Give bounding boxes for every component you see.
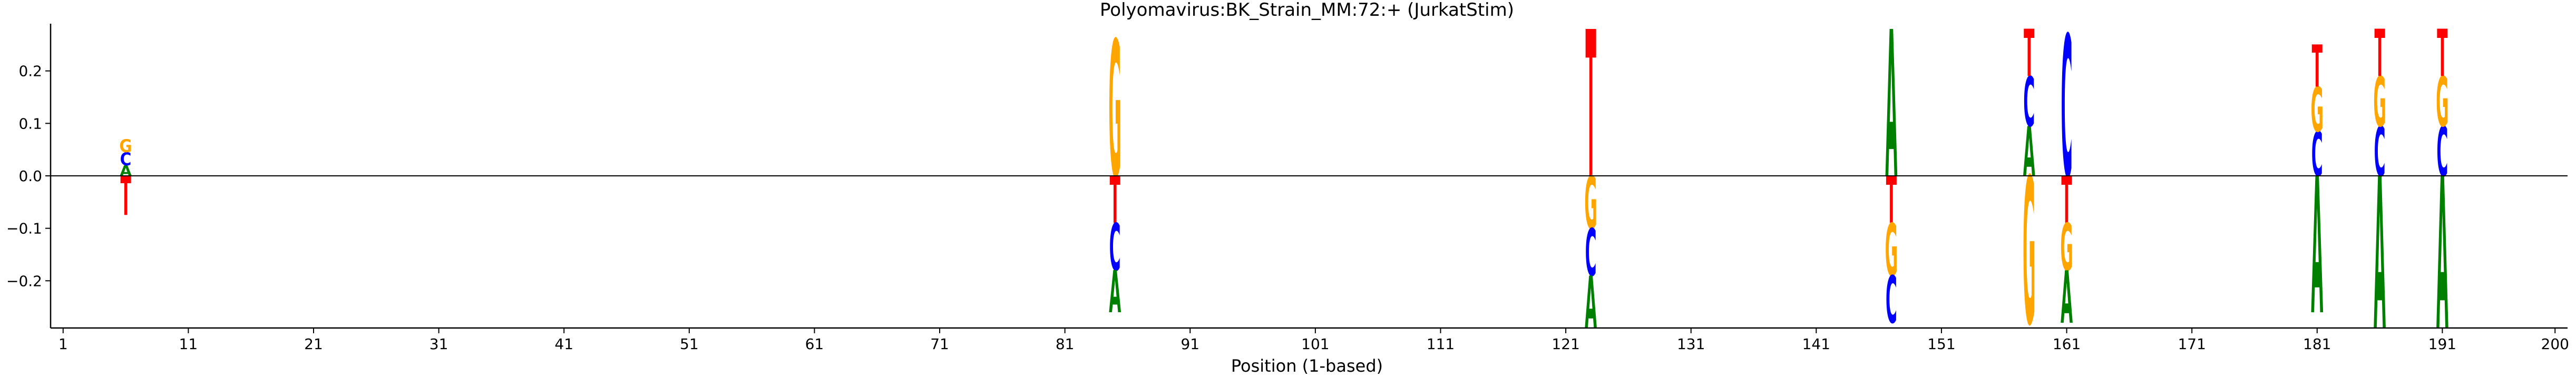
x-tick-label: 31: [430, 335, 448, 353]
x-tick-label: 131: [1677, 335, 1705, 353]
logo-letter-c: C: [1886, 263, 1897, 339]
logo-letter-t: T: [1886, 164, 1897, 239]
logo-letter-g: G: [2436, 64, 2448, 143]
x-tick-label: 81: [1056, 335, 1075, 353]
y-tick-label: −0.2: [6, 272, 42, 290]
logo-letter-g: G: [2023, 136, 2035, 371]
x-tick-label: 11: [179, 335, 198, 353]
x-tick-label: 121: [1552, 335, 1579, 353]
logo-letter-a: A: [2436, 135, 2448, 377]
x-tick-label: 41: [554, 335, 573, 353]
logo-letter-c: C: [2436, 113, 2448, 192]
x-tick-label: 111: [1427, 335, 1455, 353]
logo-letter-a: A: [1585, 262, 1597, 345]
x-tick-label: 101: [1301, 335, 1329, 353]
x-axis-label: Position (1-based): [1231, 356, 1383, 376]
x-tick-label: 61: [805, 335, 824, 353]
x-tick-label: 191: [2428, 335, 2456, 353]
logo-letter-g: G: [2373, 64, 2386, 143]
logo-letter-g: G: [1109, 3, 1121, 221]
y-tick-label: −0.1: [6, 220, 42, 237]
logo-letter-t: T: [1585, 0, 1596, 224]
x-tick-label: 171: [2178, 335, 2206, 353]
y-tick-label: 0.2: [18, 63, 42, 80]
chart-title: Polyomavirus:BK_Strain_MM:72:+ (JurkatSt…: [1100, 0, 1514, 21]
logo-letter-c: C: [2061, 0, 2073, 222]
y-tick-label: 0.1: [18, 115, 42, 132]
logo-letter-c: C: [1109, 211, 1121, 286]
logo-letter-g: G: [1885, 210, 1898, 293]
logo-letter-c: C: [2023, 64, 2035, 143]
logo-letter-t: T: [2374, 17, 2385, 92]
logo-letter-g: G: [2060, 211, 2073, 286]
logo-letter-a: A: [2061, 256, 2073, 340]
x-tick-label: 151: [1927, 335, 1955, 353]
y-ticks: −0.2 −0.1 0.0 0.1 0.2: [6, 63, 51, 290]
logo-letter-t: T: [2312, 34, 2323, 101]
logo-letter-g: G: [2311, 74, 2324, 146]
logo-letter-a: A: [2023, 113, 2035, 192]
logo-letter-a: A: [1109, 259, 1121, 326]
x-tick-label: 181: [2303, 335, 2331, 353]
logo-letter-c: C: [2374, 113, 2386, 192]
x-tick-label: 21: [304, 335, 323, 353]
logo-letter-c: C: [2311, 119, 2323, 191]
logo-letter-c: C: [120, 148, 132, 170]
logo-letter-g: G: [119, 135, 132, 157]
logo-letter-a: A: [2374, 135, 2386, 377]
logo-letter-t: T: [2437, 17, 2447, 92]
x-tick-label: 51: [680, 335, 699, 353]
logo-letter-t: T: [2061, 164, 2072, 239]
x-tick-label: 141: [1802, 335, 1830, 353]
x-tick-label: 91: [1180, 335, 1199, 353]
logo-letter-t: T: [2024, 17, 2034, 92]
x-tick-label: 161: [2053, 335, 2081, 353]
x-tick-label: 71: [930, 335, 949, 353]
x-tick-label: 200: [2541, 335, 2569, 353]
logo-letter-a: A: [2311, 140, 2323, 357]
y-tick-label: 0.0: [18, 167, 42, 185]
logo-letter-a: A: [1885, 0, 1897, 224]
logo-letter-c: C: [1585, 216, 1597, 292]
logo-letter-a: A: [120, 163, 132, 180]
logo-letter-t: T: [1110, 164, 1120, 239]
x-ticks: 1 11 21 31 41 51 61 71 81 91 101 111 121 131 141 151 161…: [58, 328, 2569, 353]
x-tick-label: 1: [58, 335, 68, 353]
logo-letter-t: T: [120, 165, 131, 228]
